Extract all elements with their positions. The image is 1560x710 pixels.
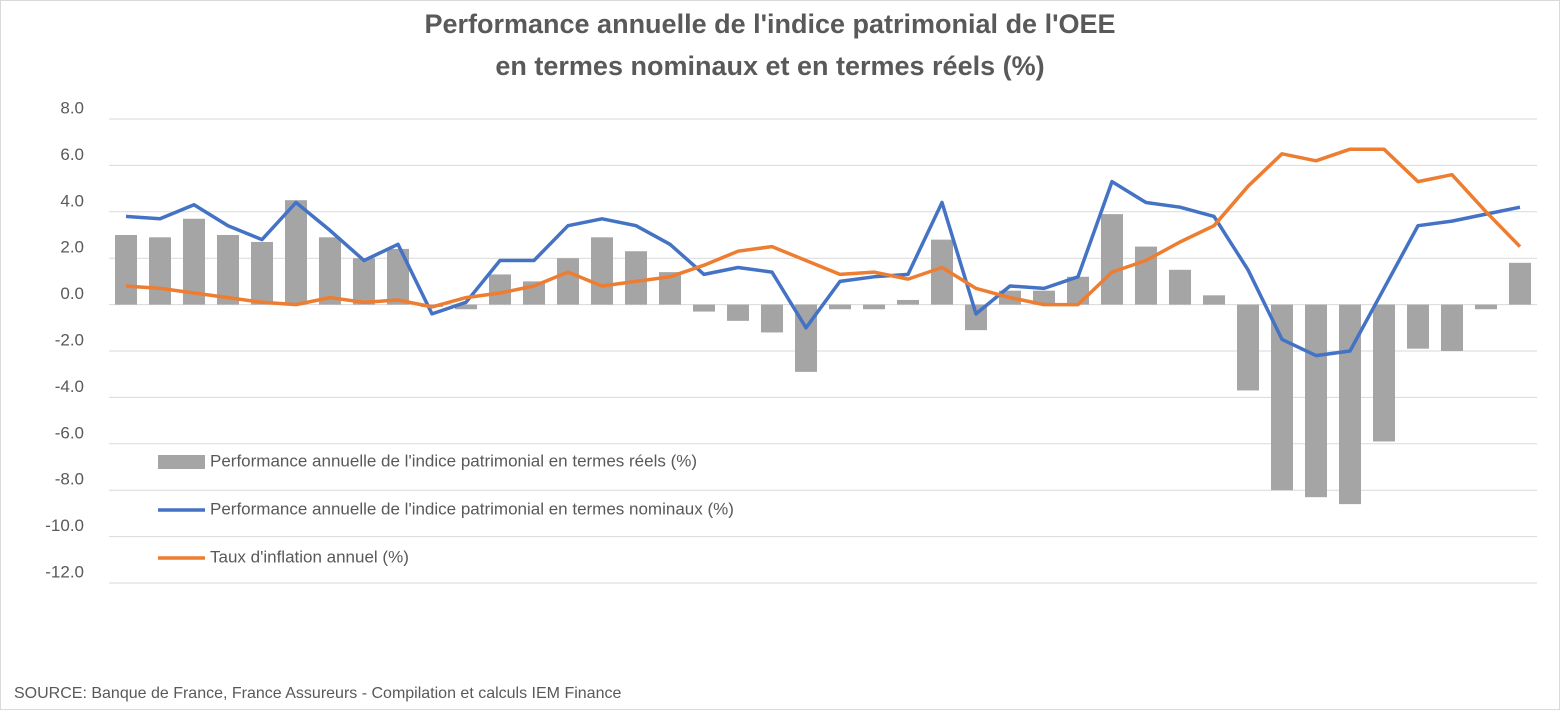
- bar: [1305, 304, 1327, 498]
- bar: [863, 304, 885, 310]
- bar: [829, 304, 851, 310]
- bar: [1237, 304, 1259, 391]
- bar: [727, 304, 749, 321]
- y-tick-label: -6.0: [55, 423, 84, 442]
- bar: [149, 237, 171, 305]
- bar: [693, 304, 715, 312]
- bar: [931, 239, 953, 305]
- y-tick-label: -10.0: [45, 516, 84, 535]
- legend-label: Taux d'inflation annuel (%): [210, 547, 409, 566]
- bar: [659, 272, 681, 305]
- bar: [353, 258, 375, 305]
- bar: [1101, 214, 1123, 305]
- bar: [1441, 304, 1463, 351]
- bar: [217, 235, 239, 305]
- source-note: SOURCE: Banque de France, France Assureu…: [14, 685, 621, 702]
- line: [125, 179, 1521, 358]
- bar: [1203, 295, 1225, 305]
- bar: [1169, 269, 1191, 305]
- bar: [761, 304, 783, 333]
- bar: [387, 248, 409, 305]
- bar: [115, 235, 137, 305]
- y-tick-label: -8.0: [55, 470, 84, 489]
- bar: [1271, 304, 1293, 491]
- chart-title: en termes nominaux et en termes réels (%…: [495, 51, 1044, 81]
- bar: [557, 258, 579, 305]
- legend-label: Performance annuelle de l'indice patrimo…: [210, 499, 734, 518]
- chart-title: Performance annuelle de l'indice patrimo…: [424, 9, 1115, 39]
- y-tick-label: 2.0: [60, 238, 84, 257]
- bar: [285, 200, 307, 305]
- legend-swatch: [158, 455, 205, 469]
- y-tick-label: -4.0: [55, 377, 84, 396]
- bar: [1373, 304, 1395, 442]
- bar: [319, 237, 341, 305]
- bar: [1407, 304, 1429, 349]
- bar: [489, 274, 511, 305]
- y-tick-label: 0.0: [60, 284, 84, 303]
- bar: [1339, 304, 1361, 505]
- y-tick-label: -12.0: [45, 562, 84, 581]
- y-tick-label: 4.0: [60, 191, 84, 210]
- bar: [897, 299, 919, 305]
- line: [125, 147, 1522, 309]
- bar: [625, 251, 647, 305]
- bar: [591, 237, 613, 305]
- bar: [1509, 262, 1531, 305]
- bar: [183, 218, 205, 305]
- legend-label: Performance annuelle de l'indice patrimo…: [210, 451, 697, 470]
- y-tick-label: 6.0: [60, 145, 84, 164]
- bar: [1475, 304, 1497, 310]
- y-tick-label: -2.0: [55, 330, 84, 349]
- bar: [251, 241, 273, 305]
- y-tick-label: 8.0: [60, 98, 84, 117]
- bar: [1033, 290, 1055, 305]
- bar: [455, 304, 477, 310]
